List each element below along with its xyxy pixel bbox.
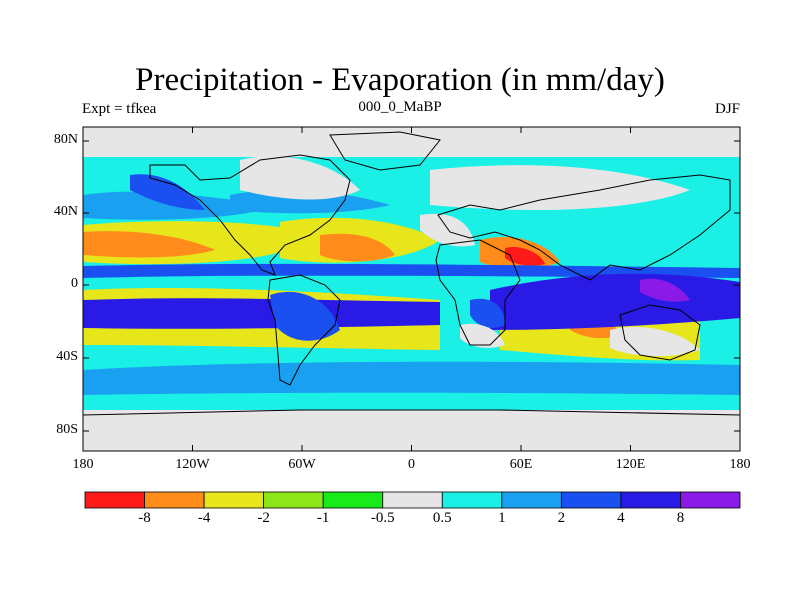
colorbar-swatch [441, 491, 503, 509]
lon-tick-label: 60W [288, 457, 316, 472]
south-america-outline [267, 274, 341, 386]
colorbar-tick-label: -0.5 [370, 510, 395, 526]
colorbar-swatch [560, 491, 622, 509]
australia-outline [619, 304, 701, 361]
north-pacific-strong-dry [83, 231, 215, 258]
antarctica-outline [83, 409, 740, 416]
eurasia-neutral [430, 165, 690, 210]
map-tick-marks [82, 127, 741, 451]
lon-tick-label: 60E [509, 457, 533, 472]
colorbar-tick-label: 8 [676, 510, 685, 526]
colorbar-swatch [144, 491, 205, 509]
amazon-wet-region [270, 291, 340, 341]
north-america-neutral [240, 156, 360, 200]
central-africa-wet-region [470, 298, 505, 328]
colorbar-tick-label: -4 [197, 510, 211, 526]
north-america-outline [149, 154, 351, 276]
lat-tick-label: 0 [71, 276, 78, 291]
lon-tick-label: 180 [729, 457, 751, 472]
antarctic-neutral-region [83, 410, 740, 451]
colorbar-swatch [322, 491, 384, 509]
colorbar-tick-label: -2 [257, 510, 270, 526]
lat-tick-label: 40S [56, 349, 78, 364]
maritime-continent-maximum [640, 278, 690, 302]
colorbar-tick-label: -8 [138, 510, 151, 526]
map-field [83, 127, 740, 451]
colorbar-tick-label: 0.5 [432, 510, 452, 526]
southern-storm-track [83, 361, 740, 395]
south-pacific-convergence [83, 298, 440, 329]
africa-outline [435, 239, 521, 346]
north-itcz-band [83, 263, 740, 278]
colorbar-tick-label: 1 [498, 510, 506, 526]
colorbar-swatch [263, 491, 324, 509]
lon-tick-label: 120E [615, 457, 646, 472]
lon-tick-label: 120W [175, 457, 210, 472]
lat-tick-label: 80N [53, 132, 78, 147]
lon-tick-label: 180 [72, 457, 94, 472]
colorbar-swatch [501, 491, 562, 509]
colorbar-tick-label: -1 [316, 510, 330, 526]
colorbar-swatch [620, 491, 681, 509]
lat-tick-label: 80S [56, 422, 78, 437]
experiment-label: Expt = tfkea [82, 101, 157, 117]
north-atlantic-strong-dry [320, 233, 395, 262]
continent-outlines [83, 131, 740, 416]
colorbar-tick-label: 2 [557, 510, 566, 526]
season-label: DJF [714, 101, 740, 117]
lat-tick-label: 40N [53, 204, 78, 219]
colorbar-tick-label: 4 [617, 510, 625, 526]
greenland-outline [329, 131, 441, 171]
chart-title: Precipitation - Evaporation (in mm/day) [135, 62, 665, 98]
australia-neutral [610, 326, 700, 357]
colorbar-swatch [84, 491, 145, 509]
pacific-storm-core [130, 174, 205, 210]
arabia-very-dry [505, 246, 545, 266]
eurasia-outline [437, 174, 731, 281]
colorbar-swatch [680, 491, 741, 509]
europe-neutral [420, 213, 475, 247]
colorbar-swatch [203, 491, 265, 509]
colorbar-swatch [382, 491, 443, 509]
chart-subtitle: 000_0_MaBP [358, 99, 442, 115]
colorbar [84, 491, 741, 509]
lon-tick-label: 0 [408, 457, 415, 472]
